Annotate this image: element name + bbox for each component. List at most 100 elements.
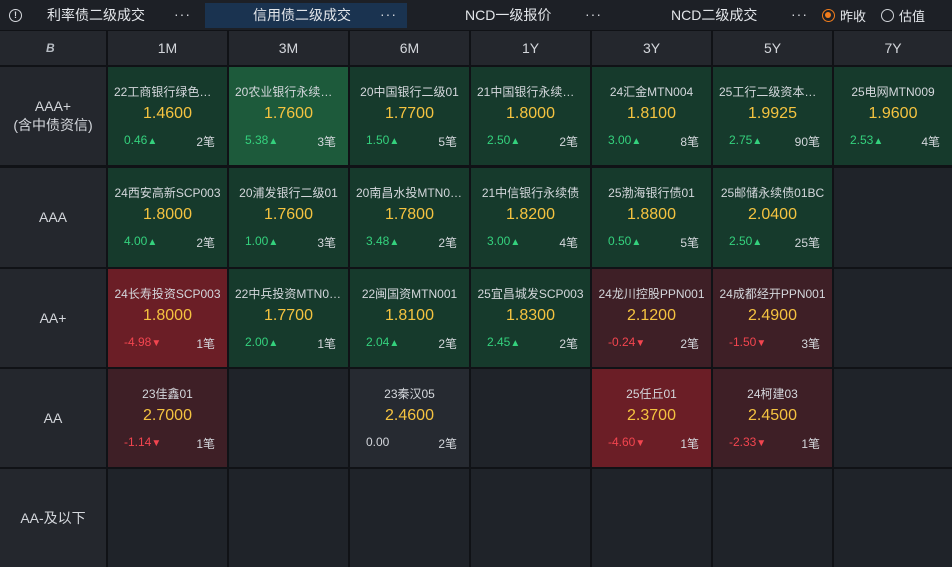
row-header: AA+ <box>0 269 106 367</box>
change-bp: 2.50▲ <box>487 133 520 147</box>
matrix-cell-empty <box>834 168 952 267</box>
more-icon[interactable]: ··· <box>585 6 602 22</box>
matrix-cell[interactable]: 22中兵投资MTN001 1.7700 2.00▲ 1笔 <box>229 269 348 367</box>
column-header[interactable]: 1M <box>108 31 227 65</box>
change-value: -1.50 <box>729 335 757 349</box>
change-value: 1.50 <box>366 133 390 147</box>
radio-button[interactable] <box>822 9 835 22</box>
change-bp: 1.50▲ <box>366 133 399 147</box>
change-value: 0.00 <box>366 435 390 449</box>
matrix-cell[interactable]: 25任丘01 2.3700 -4.60▼ 1笔 <box>592 369 711 467</box>
arrow-up-icon: ▲ <box>510 338 521 349</box>
matrix-cell[interactable]: 24长寿投资SCP003 1.8000 -4.98▼ 1笔 <box>108 269 227 367</box>
matrix-cell[interactable]: 25电网MTN009 1.9600 2.53▲ 4笔 <box>834 67 952 165</box>
change-bp: 2.04▲ <box>366 335 399 349</box>
tab-credit-bond-secondary[interactable]: 信用债二级成交 ··· <box>205 3 407 28</box>
trade-count: 2笔 <box>438 337 457 351</box>
tab-label: NCD二级成交 <box>671 7 758 23</box>
change-value: -0.24 <box>608 335 636 349</box>
tab-label: 信用债二级成交 <box>253 7 351 23</box>
column-header[interactable]: 6M <box>350 31 469 65</box>
matrix-cell[interactable]: 21中信银行永续债 1.8200 3.00▲ 4笔 <box>471 168 590 267</box>
change-bp: 3.00▲ <box>487 234 520 248</box>
bond-name: 24柯建03 <box>747 387 798 401</box>
matrix-cell[interactable]: 22工商银行绿色金... 1.4600 0.46▲ 2笔 <box>108 67 227 165</box>
matrix-cell[interactable]: 20中国银行二级01 1.7700 1.50▲ 5笔 <box>350 67 469 165</box>
radio-valuation[interactable]: 估值 <box>881 0 925 31</box>
matrix-cell[interactable]: 25工行二级资本债0... 1.9925 2.75▲ 90笔 <box>713 67 832 165</box>
matrix-cell[interactable]: 24龙川控股PPN001 2.1200 -0.24▼ 2笔 <box>592 269 711 367</box>
radio-button[interactable] <box>881 9 894 22</box>
column-header[interactable]: 7Y <box>834 31 952 65</box>
bond-name: 24成都经开PPN001 <box>719 287 826 301</box>
trade-count: 3笔 <box>801 337 820 351</box>
bond-name: 24汇金MTN004 <box>609 85 694 99</box>
yield-value: 1.8000 <box>143 307 192 324</box>
change-value: 1.00 <box>245 234 269 248</box>
change-bp: 0.50▲ <box>608 234 641 248</box>
matrix-cell[interactable]: 25邮储永续债01BC 2.0400 2.50▲ 25笔 <box>713 168 832 267</box>
column-header[interactable]: 3Y <box>592 31 711 65</box>
matrix-cell[interactable]: 23佳鑫01 2.7000 -1.14▼ 1笔 <box>108 369 227 467</box>
tab-ncd-secondary[interactable]: NCD二级成交 ··· <box>618 3 814 28</box>
tab-ncd-primary-quote[interactable]: NCD一级报价 ··· <box>414 3 612 28</box>
trade-count: 2笔 <box>438 437 457 451</box>
more-icon[interactable]: ··· <box>174 6 191 22</box>
matrix-cell[interactable]: 20农业银行永续债02 1.7600 5.38▲ 3笔 <box>229 67 348 165</box>
change-bp: 3.48▲ <box>366 234 399 248</box>
matrix-cell[interactable]: 24汇金MTN004 1.8100 3.00▲ 8笔 <box>592 67 711 165</box>
yield-value: 1.8100 <box>385 307 434 324</box>
yield-value: 2.4900 <box>748 307 797 324</box>
rating-label: AA+ <box>39 309 67 326</box>
column-header[interactable]: 3M <box>229 31 348 65</box>
more-icon[interactable]: ··· <box>791 6 808 22</box>
rating-label: AA-及以下 <box>20 509 86 526</box>
yield-value: 1.9925 <box>748 105 797 122</box>
matrix-cell[interactable]: 20浦发银行二级01 1.7600 1.00▲ 3笔 <box>229 168 348 267</box>
yield-value: 1.8000 <box>143 206 192 223</box>
yield-value: 1.4600 <box>143 105 192 122</box>
more-icon[interactable]: ··· <box>380 6 397 22</box>
matrix-cell[interactable]: 25宜昌城发SCP003 1.8300 2.45▲ 2笔 <box>471 269 590 367</box>
radio-prev-close[interactable]: 昨收 <box>822 0 866 31</box>
matrix-cell[interactable]: 20南昌水投MTN002 1.7800 3.48▲ 2笔 <box>350 168 469 267</box>
change-bp: 2.53▲ <box>850 133 883 147</box>
bond-name: 25宜昌城发SCP003 <box>477 287 584 301</box>
tab-label: 利率债二级成交 <box>47 7 145 23</box>
info-icon[interactable]: ! <box>9 9 22 22</box>
bond-name: 22工商银行绿色金... <box>114 85 222 99</box>
matrix-cell[interactable]: 22闽国资MTN001 1.8100 2.04▲ 2笔 <box>350 269 469 367</box>
column-header[interactable]: 5Y <box>713 31 832 65</box>
rating-sublabel: (含中债资信) <box>13 117 93 133</box>
tab-rate-bond-secondary[interactable]: 利率债二级成交 ··· <box>28 3 198 28</box>
matrix-cell[interactable]: 25渤海银行债01 1.8800 0.50▲ 5笔 <box>592 168 711 267</box>
arrow-up-icon: ▲ <box>752 237 763 248</box>
radio-label: 估值 <box>899 9 926 24</box>
matrix-cell[interactable]: 24成都经开PPN001 2.4900 -1.50▼ 3笔 <box>713 269 832 367</box>
rating-label: AAA+ <box>34 98 72 114</box>
change-value: 2.53 <box>850 133 874 147</box>
matrix-cell[interactable]: 23秦汉05 2.4600 0.00 2笔 <box>350 369 469 467</box>
yield-value: 1.7800 <box>385 206 434 223</box>
arrow-up-icon: ▲ <box>510 136 521 147</box>
bond-name: 25任丘01 <box>626 387 677 401</box>
arrow-up-icon: ▲ <box>510 237 521 248</box>
change-bp: 1.00▲ <box>245 234 278 248</box>
arrow-up-icon: ▲ <box>631 136 642 147</box>
trade-count: 2笔 <box>559 337 578 351</box>
change-value: 3.00 <box>487 234 511 248</box>
matrix-cell[interactable]: 24西安高新SCP003 1.8000 4.00▲ 2笔 <box>108 168 227 267</box>
bond-name: 24西安高新SCP003 <box>114 186 221 200</box>
change-bp: 4.00▲ <box>124 234 157 248</box>
column-header[interactable]: 1Y <box>471 31 590 65</box>
change-value: 0.46 <box>124 133 148 147</box>
matrix-cell[interactable]: 21中国银行永续债01 1.8000 2.50▲ 2笔 <box>471 67 590 165</box>
bond-name: 20南昌水投MTN002 <box>356 186 464 200</box>
yield-value: 2.4500 <box>748 407 797 424</box>
change-bp: 2.75▲ <box>729 133 762 147</box>
trade-count: 3笔 <box>317 135 336 149</box>
matrix-cell[interactable]: 24柯建03 2.4500 -2.33▼ 1笔 <box>713 369 832 467</box>
matrix-cell-empty <box>229 469 348 567</box>
bond-name: 23佳鑫01 <box>142 387 193 401</box>
change-bp: 2.45▲ <box>487 335 520 349</box>
